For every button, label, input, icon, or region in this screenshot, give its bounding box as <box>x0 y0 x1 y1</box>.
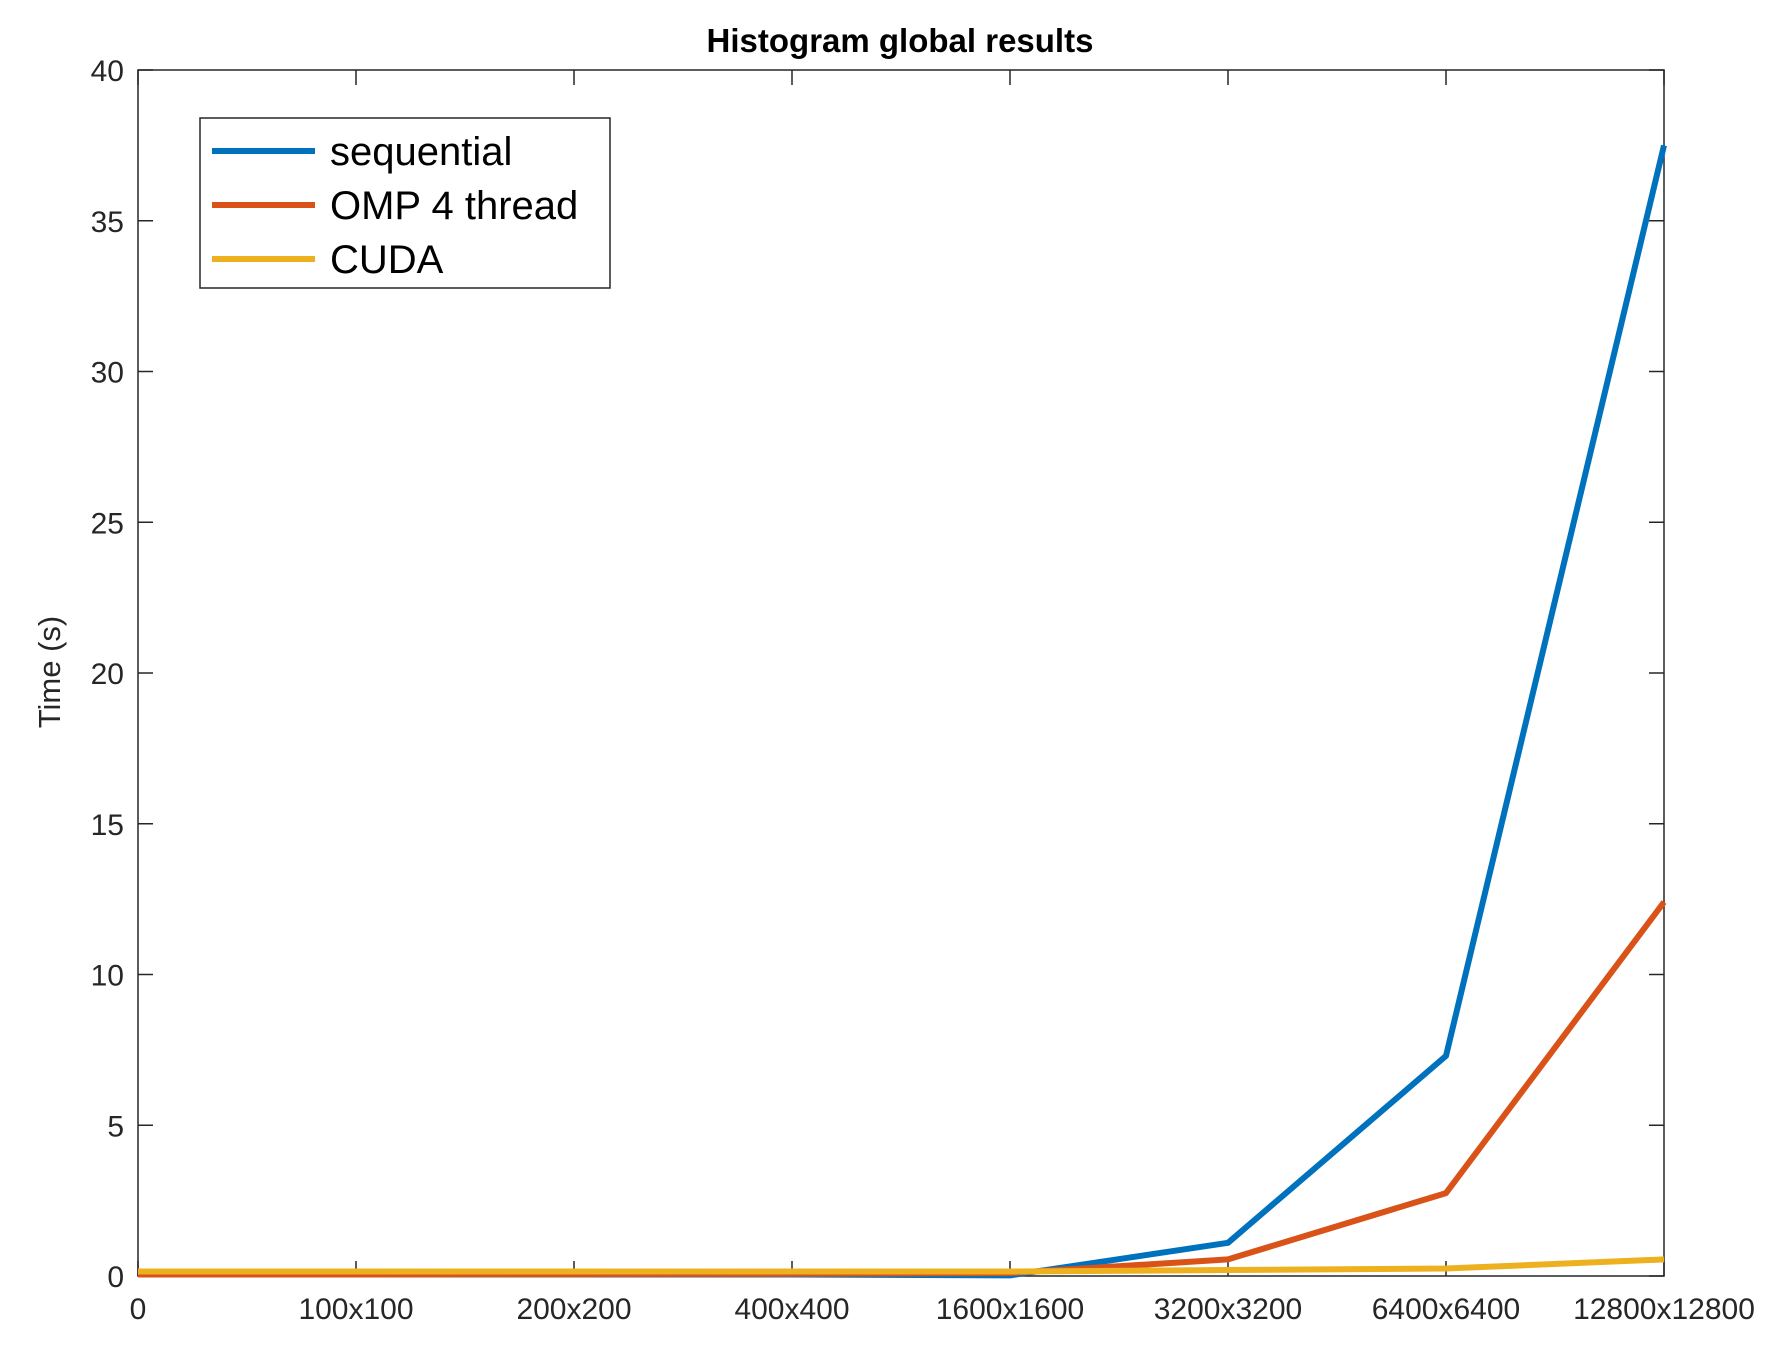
series-lines <box>138 144 1667 1279</box>
y-tick-label: 5 <box>107 1110 124 1143</box>
x-tick-label: 12800x12800 <box>1573 1293 1755 1326</box>
y-tick-label: 0 <box>107 1261 124 1294</box>
y-tick-label: 15 <box>91 809 124 842</box>
y-tick-label: 10 <box>91 960 124 993</box>
y-tick-label: 25 <box>91 507 124 540</box>
legend-label-sequential: sequential <box>330 130 512 174</box>
y-axis-label: Time (s) <box>32 616 67 729</box>
legend-label-cuda: CUDA <box>330 238 444 282</box>
x-tick-label: 400x400 <box>734 1293 849 1326</box>
chart-title: Histogram global results <box>707 22 1094 59</box>
y-tick-label: 20 <box>91 658 124 691</box>
legend: sequential OMP 4 thread CUDA <box>199 117 611 289</box>
y-tick-label: 30 <box>91 357 124 390</box>
x-tick-label: 100x100 <box>298 1293 413 1326</box>
x-tick-label: 200x200 <box>516 1293 631 1326</box>
x-tick-label: 3200x3200 <box>1154 1293 1302 1326</box>
legend-label-omp-4-thread: OMP 4 thread <box>330 184 578 228</box>
x-tick-label: 1600x1600 <box>936 1293 1084 1326</box>
y-tick-label: 35 <box>91 206 124 239</box>
tick-labels: 0 100x100 200x200 400x400 1600x1600 3200x3200… <box>91 55 1755 1326</box>
x-tick-label: 6400x6400 <box>1372 1293 1520 1326</box>
series-line-cuda <box>138 1256 1665 1275</box>
x-tick-label: 0 <box>130 1293 147 1326</box>
y-tick-label: 40 <box>91 55 124 88</box>
